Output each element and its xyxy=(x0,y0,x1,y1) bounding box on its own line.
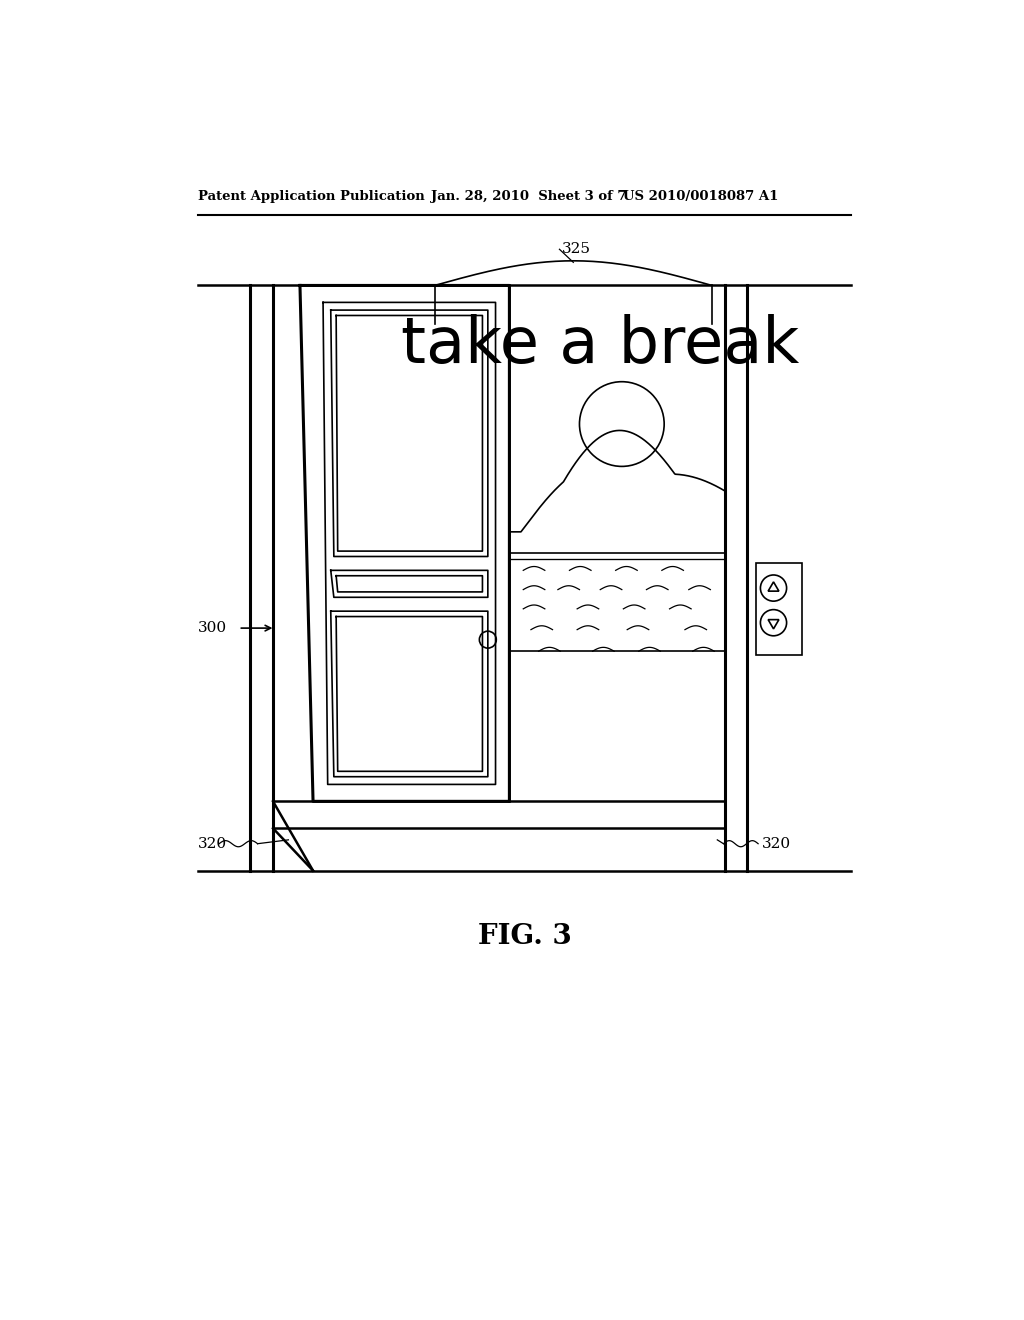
Text: Patent Application Publication: Patent Application Publication xyxy=(199,190,425,203)
Bar xyxy=(756,562,802,655)
Text: 320: 320 xyxy=(762,837,792,850)
Text: US 2010/0018087 A1: US 2010/0018087 A1 xyxy=(624,190,778,203)
Text: take a break: take a break xyxy=(401,314,800,376)
Text: Jan. 28, 2010  Sheet 3 of 7: Jan. 28, 2010 Sheet 3 of 7 xyxy=(431,190,627,203)
Text: 320: 320 xyxy=(199,837,227,850)
Text: 300: 300 xyxy=(199,622,227,635)
Text: FIG. 3: FIG. 3 xyxy=(478,923,571,949)
Text: 325: 325 xyxy=(562,243,591,256)
